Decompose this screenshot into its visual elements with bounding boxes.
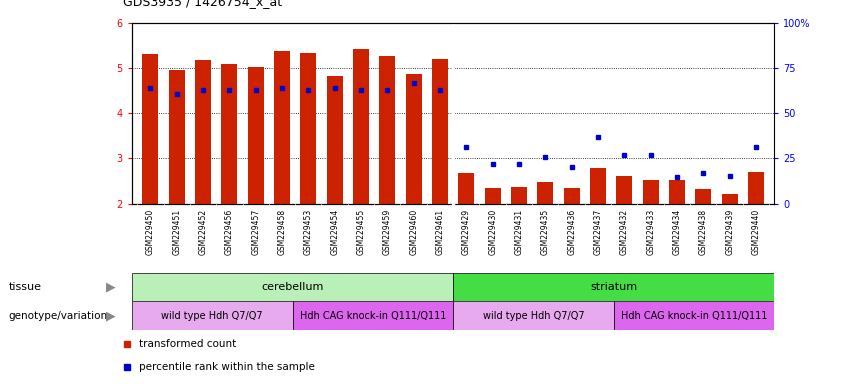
Bar: [453, 273, 774, 301]
Bar: [406, 74, 421, 204]
Bar: [132, 301, 293, 330]
Bar: [616, 175, 632, 204]
Text: GSM229437: GSM229437: [593, 209, 603, 255]
Bar: [274, 51, 290, 204]
Text: GSM229452: GSM229452: [198, 209, 208, 255]
Bar: [538, 182, 553, 204]
Text: GSM229461: GSM229461: [436, 209, 444, 255]
Text: cerebellum: cerebellum: [261, 282, 323, 292]
Text: GSM229451: GSM229451: [172, 209, 181, 255]
Text: GSM229440: GSM229440: [751, 209, 761, 255]
Bar: [748, 172, 764, 204]
Text: ▶: ▶: [106, 310, 116, 322]
Text: GSM229455: GSM229455: [357, 209, 365, 255]
Text: GSM229438: GSM229438: [699, 209, 708, 255]
Bar: [221, 64, 237, 204]
Bar: [459, 173, 474, 204]
Text: GSM229430: GSM229430: [488, 209, 497, 255]
Text: wild type Hdh Q7/Q7: wild type Hdh Q7/Q7: [162, 311, 263, 321]
Bar: [293, 301, 453, 330]
Text: GSM229432: GSM229432: [620, 209, 629, 255]
Bar: [643, 180, 659, 204]
Text: GSM229433: GSM229433: [646, 209, 655, 255]
Text: GSM229439: GSM229439: [725, 209, 734, 255]
Text: Hdh CAG knock-in Q111/Q111: Hdh CAG knock-in Q111/Q111: [300, 311, 446, 321]
Bar: [590, 168, 606, 204]
Bar: [248, 67, 264, 204]
Bar: [485, 188, 500, 204]
Text: GSM229434: GSM229434: [672, 209, 682, 255]
Text: GSM229454: GSM229454: [330, 209, 340, 255]
Text: genotype/variation: genotype/variation: [9, 311, 107, 321]
Bar: [353, 49, 368, 204]
Bar: [380, 56, 395, 204]
Bar: [563, 188, 580, 204]
Bar: [722, 195, 738, 204]
Text: transformed count: transformed count: [140, 339, 237, 349]
Text: GSM229456: GSM229456: [225, 209, 234, 255]
Text: striatum: striatum: [591, 282, 637, 292]
Text: GSM229435: GSM229435: [541, 209, 550, 255]
Text: GSM229450: GSM229450: [146, 209, 155, 255]
Bar: [132, 273, 453, 301]
Bar: [669, 180, 685, 204]
Text: Hdh CAG knock-in Q111/Q111: Hdh CAG knock-in Q111/Q111: [621, 311, 768, 321]
Bar: [195, 60, 211, 204]
Bar: [614, 301, 774, 330]
Bar: [327, 76, 343, 204]
Bar: [511, 187, 527, 204]
Bar: [168, 70, 185, 204]
Bar: [300, 53, 317, 204]
Text: GDS3935 / 1426754_x_at: GDS3935 / 1426754_x_at: [123, 0, 283, 8]
Text: GSM229453: GSM229453: [304, 209, 313, 255]
Bar: [432, 59, 448, 204]
Bar: [695, 189, 711, 204]
Text: GSM229460: GSM229460: [409, 209, 418, 255]
Text: tissue: tissue: [9, 282, 42, 292]
Text: GSM229458: GSM229458: [277, 209, 287, 255]
Text: GSM229431: GSM229431: [515, 209, 523, 255]
Text: GSM229429: GSM229429: [462, 209, 471, 255]
Text: ▶: ▶: [106, 281, 116, 293]
Bar: [142, 54, 158, 204]
Text: wild type Hdh Q7/Q7: wild type Hdh Q7/Q7: [483, 311, 585, 321]
Text: GSM229459: GSM229459: [383, 209, 391, 255]
Text: GSM229436: GSM229436: [567, 209, 576, 255]
Text: percentile rank within the sample: percentile rank within the sample: [140, 362, 316, 372]
Bar: [453, 301, 614, 330]
Text: GSM229457: GSM229457: [251, 209, 260, 255]
